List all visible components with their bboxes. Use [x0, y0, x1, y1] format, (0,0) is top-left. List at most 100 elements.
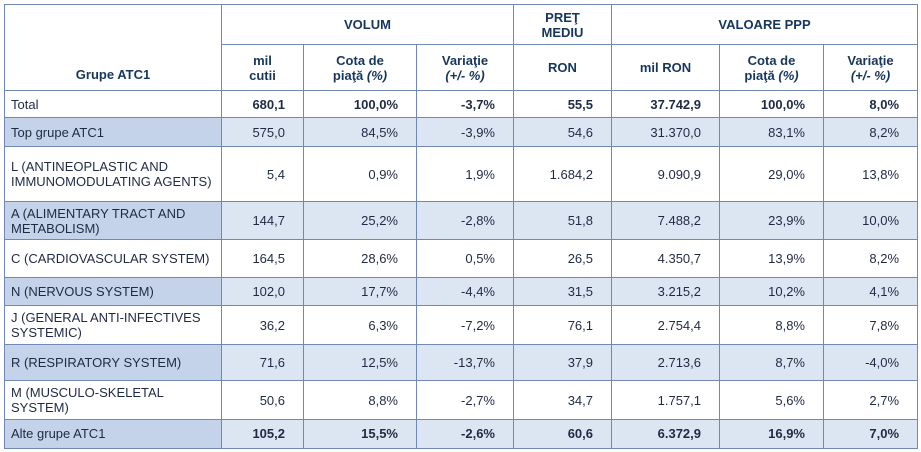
cell-cota-volum: 6,3% — [303, 305, 417, 345]
cell-variatie-volum: -2,8% — [416, 201, 514, 240]
cell-variatie-volum: -4,4% — [416, 277, 514, 307]
cell-ron: 34,7 — [513, 380, 612, 420]
cell-cota-valoare: 83,1% — [719, 117, 824, 148]
cell-ron: 60,6 — [513, 418, 612, 450]
row-label: Top grupe ATC1 — [4, 117, 222, 148]
header-mil-cutii: mil cutii — [221, 44, 304, 91]
cell-variatie-valoare: 8,0% — [822, 89, 919, 119]
table-row: J (GENERAL ANTI-INFECTIVES SYSTEMIC) 36,… — [4, 305, 919, 345]
cell-ron: 26,5 — [513, 238, 612, 279]
cell-mil-cutii: 575,0 — [221, 117, 304, 148]
row-label: J (GENERAL ANTI-INFECTIVES SYSTEMIC) — [4, 305, 222, 345]
cell-mil-ron: 6.372,9 — [611, 418, 720, 450]
cell-variatie-valoare: -4,0% — [822, 343, 919, 382]
cell-variatie-volum: -2,6% — [416, 418, 514, 450]
cell-mil-ron: 4.350,7 — [611, 238, 720, 279]
cell-mil-cutii: 105,2 — [221, 418, 304, 450]
cell-cota-volum: 8,8% — [303, 380, 417, 420]
cell-mil-cutii: 5,4 — [221, 146, 304, 203]
row-label: N (NERVOUS SYSTEM) — [4, 277, 222, 307]
cell-cota-volum: 84,5% — [303, 117, 417, 148]
table-row: Alte grupe ATC1 105,2 15,5% -2,6% 60,6 6… — [4, 418, 919, 450]
table-row: A (ALIMENTARY TRACT AND METABOLISM) 144,… — [4, 201, 919, 240]
cell-cota-volum: 12,5% — [303, 343, 417, 382]
header-mil-ron: mil RON — [611, 44, 720, 91]
cell-variatie-valoare: 7,0% — [822, 418, 919, 450]
cell-ron: 54,6 — [513, 117, 612, 148]
cell-ron: 31,5 — [513, 277, 612, 307]
row-label: M (MUSCULO-SKELETAL SYSTEM) — [4, 380, 222, 420]
cell-variatie-volum: -7,2% — [416, 305, 514, 345]
cell-mil-cutii: 71,6 — [221, 343, 304, 382]
header-valoare-ppp: VALOARE PPP — [610, 4, 919, 45]
cell-cota-valoare: 16,9% — [719, 418, 824, 450]
cell-cota-valoare: 100,0% — [719, 89, 824, 119]
cell-mil-cutii: 144,7 — [221, 201, 304, 240]
cell-mil-ron: 3.215,2 — [611, 277, 720, 307]
cell-ron: 76,1 — [513, 305, 612, 345]
cell-variatie-volum: -3,7% — [416, 89, 514, 119]
cell-variatie-volum: -13,7% — [416, 343, 514, 382]
table-row: Top grupe ATC1 575,0 84,5% -3,9% 54,6 31… — [4, 117, 919, 148]
header-pret-mediu: PREŢ MEDIU — [513, 4, 612, 45]
cell-cota-volum: 100,0% — [303, 89, 417, 119]
cell-variatie-volum: -3,9% — [416, 117, 514, 148]
cell-cota-valoare: 8,7% — [719, 343, 824, 382]
cell-variatie-volum: -2,7% — [416, 380, 514, 420]
header-cota-valoare: Cota de piaţă (%) — [719, 44, 824, 91]
cell-cota-volum: 15,5% — [303, 418, 417, 450]
cell-cota-valoare: 8,8% — [719, 305, 824, 345]
cell-variatie-valoare: 2,7% — [822, 380, 919, 420]
cell-mil-ron: 2.754,4 — [611, 305, 720, 345]
atc1-market-table: Grupe ATC1 VOLUM PREŢ MEDIU VALOARE PPP m… — [4, 4, 919, 450]
cell-cota-volum: 28,6% — [303, 238, 417, 279]
cell-variatie-volum: 0,5% — [416, 238, 514, 279]
cell-variatie-valoare: 8,2% — [822, 238, 919, 279]
cell-cota-valoare: 13,9% — [719, 238, 824, 279]
cell-cota-valoare: 23,9% — [719, 201, 824, 240]
cell-mil-ron: 37.742,9 — [611, 89, 720, 119]
cell-mil-ron: 31.370,0 — [611, 117, 720, 148]
row-label: L (ANTINEOPLASTIC AND IMMUNOMODULATING A… — [4, 146, 222, 203]
cell-cota-volum: 0,9% — [303, 146, 417, 203]
table-row: L (ANTINEOPLASTIC AND IMMUNOMODULATING A… — [4, 146, 919, 203]
cell-variatie-valoare: 7,8% — [822, 305, 919, 345]
cell-mil-ron: 1.757,1 — [611, 380, 720, 420]
cell-ron: 51,8 — [513, 201, 612, 240]
cell-ron: 37,9 — [513, 343, 612, 382]
header-ron: RON — [513, 44, 612, 91]
cell-cota-volum: 25,2% — [303, 201, 417, 240]
header-variatie-volum: Variaţie (+/- %) — [416, 44, 514, 91]
cell-variatie-volum: 1,9% — [416, 146, 514, 203]
cell-variatie-valoare: 8,2% — [822, 117, 919, 148]
cell-mil-ron: 2.713,6 — [611, 343, 720, 382]
cell-variatie-valoare: 10,0% — [822, 201, 919, 240]
cell-ron: 55,5 — [513, 89, 612, 119]
header-group: Grupe ATC1 — [4, 4, 222, 91]
row-label: A (ALIMENTARY TRACT AND METABOLISM) — [4, 201, 222, 240]
cell-mil-cutii: 102,0 — [221, 277, 304, 307]
row-label: Alte grupe ATC1 — [4, 418, 222, 450]
cell-mil-cutii: 680,1 — [221, 89, 304, 119]
cell-cota-valoare: 10,2% — [719, 277, 824, 307]
table-row: R (RESPIRATORY SYSTEM) 71,6 12,5% -13,7%… — [4, 343, 919, 382]
table-row: M (MUSCULO-SKELETAL SYSTEM) 50,6 8,8% -2… — [4, 380, 919, 420]
cell-mil-ron: 9.090,9 — [611, 146, 720, 203]
row-label: R (RESPIRATORY SYSTEM) — [4, 343, 222, 382]
cell-ron: 1.684,2 — [513, 146, 612, 203]
row-label: Total — [4, 89, 222, 119]
cell-mil-cutii: 36,2 — [221, 305, 304, 345]
cell-variatie-valoare: 13,8% — [822, 146, 919, 203]
cell-cota-volum: 17,7% — [303, 277, 417, 307]
header-volum: VOLUM — [221, 4, 514, 45]
table-row: N (NERVOUS SYSTEM) 102,0 17,7% -4,4% 31,… — [4, 277, 919, 307]
row-label: C (CARDIOVASCULAR SYSTEM) — [4, 238, 222, 279]
header-variatie-valoare: Variaţie (+/- %) — [822, 44, 919, 91]
cell-variatie-valoare: 4,1% — [822, 277, 919, 307]
header-cota-volum: Cota de piaţă (%) — [303, 44, 417, 91]
cell-mil-ron: 7.488,2 — [611, 201, 720, 240]
cell-mil-cutii: 164,5 — [221, 238, 304, 279]
table-row: Total 680,1 100,0% -3,7% 55,5 37.742,9 1… — [4, 89, 919, 119]
table-row: C (CARDIOVASCULAR SYSTEM) 164,5 28,6% 0,… — [4, 238, 919, 279]
cell-cota-valoare: 29,0% — [719, 146, 824, 203]
